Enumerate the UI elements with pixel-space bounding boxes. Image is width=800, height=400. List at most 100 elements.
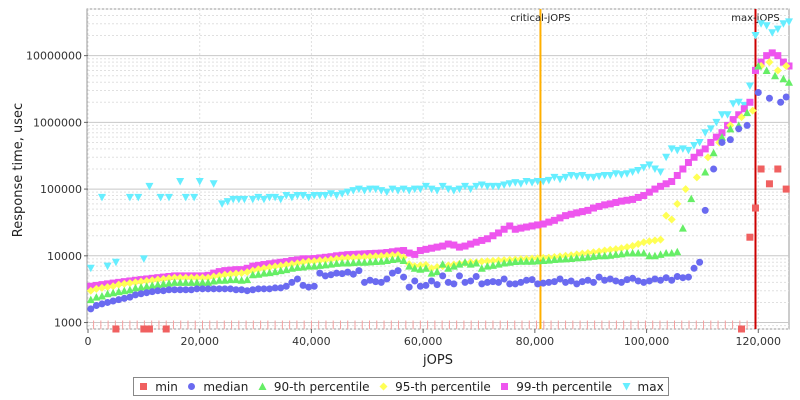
data-point: [782, 93, 790, 101]
data-point: [751, 204, 759, 212]
data-point: [550, 278, 558, 286]
data-point: [164, 274, 173, 283]
data-point: [142, 282, 151, 290]
data-point: [304, 262, 313, 270]
data-point: [433, 281, 441, 289]
data-point: [221, 267, 229, 275]
data-point: [461, 258, 470, 266]
data-point: [539, 279, 547, 287]
data-point: [651, 275, 659, 283]
data-point: [737, 113, 746, 122]
data-point: [433, 267, 442, 276]
data-point: [500, 225, 508, 233]
data-point: [771, 71, 780, 80]
data-point: [718, 138, 726, 146]
data-point: [506, 222, 514, 230]
data-point: [634, 249, 643, 257]
data-point: [779, 74, 788, 83]
data-point: [528, 257, 537, 265]
data-point: [743, 108, 752, 117]
data-point: [193, 285, 201, 293]
data-point: [114, 287, 123, 296]
data-point: [187, 286, 195, 294]
data-point: [282, 260, 291, 269]
data-point: [606, 275, 614, 283]
data-point: [578, 278, 586, 286]
data-point: [472, 272, 480, 280]
legend-label: 95-th percentile: [395, 379, 491, 394]
data-point: [232, 286, 240, 294]
data-point: [171, 286, 179, 294]
data-point: [145, 325, 153, 333]
data-point: [343, 253, 352, 262]
data-point: [87, 282, 95, 290]
data-point: [467, 277, 475, 285]
data-point: [137, 283, 146, 291]
data-point: [785, 18, 793, 26]
data-point: [763, 52, 771, 60]
data-point: [723, 111, 732, 119]
data-point: [125, 193, 134, 202]
data-point: [640, 192, 648, 200]
data-point: [572, 172, 581, 181]
data-point: [650, 165, 659, 173]
data-point: [590, 204, 598, 212]
data-point: [692, 173, 701, 182]
data-point: [159, 279, 168, 288]
data-point: [773, 25, 782, 34]
data-point: [751, 66, 759, 74]
data-point: [466, 185, 475, 194]
data-point: [438, 260, 447, 268]
data-point: [606, 245, 615, 254]
data-point: [467, 240, 475, 248]
x-axis-label: jOPS: [422, 353, 453, 368]
data-point: [209, 272, 218, 281]
data-point: [349, 187, 358, 195]
data-point: [617, 249, 626, 258]
data-point: [601, 276, 609, 284]
data-point: [299, 258, 308, 267]
data-point: [170, 273, 179, 282]
data-point: [601, 201, 609, 209]
data-point: [248, 195, 257, 204]
data-point: [304, 193, 313, 202]
data-point: [287, 264, 296, 272]
data-point: [282, 282, 290, 290]
data-point: [148, 281, 157, 289]
data-point: [738, 325, 746, 333]
data-point: [140, 325, 148, 333]
data-point: [555, 255, 564, 263]
data-point: [472, 259, 481, 267]
data-point: [399, 256, 408, 265]
data-point: [223, 198, 232, 206]
data-point: [734, 98, 743, 107]
data-point: [305, 283, 313, 291]
data-point: [249, 262, 257, 270]
data-point: [243, 275, 252, 284]
data-point: [215, 268, 223, 276]
data-point: [611, 250, 620, 258]
data-point: [528, 276, 536, 284]
data-point: [495, 278, 503, 286]
data-point: [746, 98, 754, 106]
data-point: [556, 275, 564, 283]
data-point: [595, 172, 604, 181]
data-point: [461, 278, 469, 286]
data-point: [477, 264, 486, 272]
data-point: [383, 275, 391, 283]
data-point: [310, 282, 318, 290]
data-point: [533, 256, 542, 265]
data-point: [360, 252, 369, 261]
data-point: [539, 177, 548, 186]
x-tick-label: 80,000: [516, 335, 555, 348]
data-point: [254, 265, 263, 274]
data-point: [400, 247, 408, 255]
x-tick-label: 0: [85, 335, 92, 348]
data-point: [366, 185, 375, 194]
data-point: [639, 238, 648, 247]
data-point: [204, 285, 212, 293]
data-point: [134, 193, 143, 202]
data-point: [190, 193, 199, 202]
data-point: [779, 20, 788, 28]
